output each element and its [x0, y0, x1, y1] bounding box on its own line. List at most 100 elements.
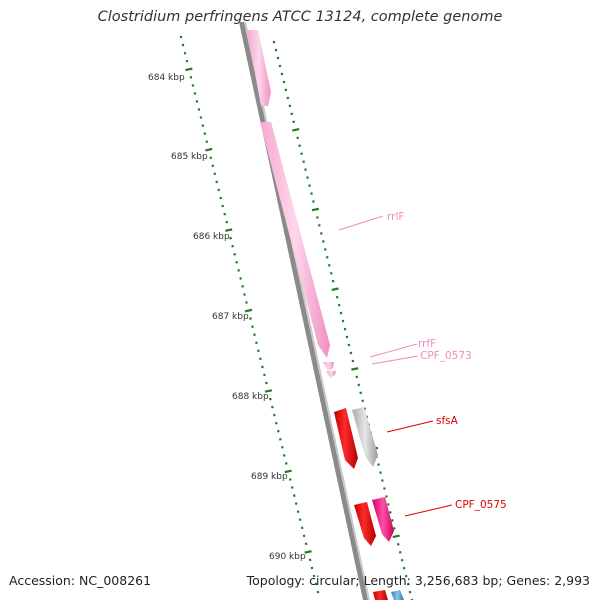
inner-major-tick — [185, 67, 193, 72]
inner-minor-tick — [223, 212, 227, 216]
inner-minor-tick — [257, 349, 260, 353]
leader-rrfF — [369, 343, 418, 358]
outer-minor-tick — [329, 271, 333, 275]
inner-minor-tick — [302, 534, 306, 538]
inner-tick-track — [179, 35, 320, 594]
inner-minor-tick — [185, 59, 189, 63]
inner-minor-tick — [304, 542, 308, 546]
leader-rrlF — [338, 215, 384, 231]
outer-minor-tick — [406, 582, 410, 586]
inner-minor-tick — [300, 526, 304, 530]
gene-CPF_0575 — [372, 497, 394, 542]
outer-minor-tick — [408, 590, 412, 594]
inner-minor-tick — [282, 454, 286, 457]
inner-minor-tick — [290, 486, 294, 489]
outer-minor-tick — [306, 176, 309, 179]
inner-minor-tick — [251, 325, 254, 329]
outer-minor-tick — [337, 303, 341, 307]
tick-label-686: 686 kbp — [193, 232, 230, 242]
inner-minor-tick — [231, 244, 234, 248]
outer-minor-tick — [385, 495, 388, 498]
inner-minor-tick — [195, 100, 199, 103]
outer-minor-tick — [379, 471, 382, 474]
outer-minor-tick — [304, 168, 307, 171]
outer-minor-tick — [359, 391, 363, 395]
leader-CPF_0573 — [371, 355, 419, 365]
outer-minor-tick — [387, 503, 390, 506]
inner-minor-tick — [237, 269, 240, 272]
outer-minor-tick — [335, 295, 339, 299]
outer-minor-tick — [288, 104, 292, 108]
inner-minor-tick — [215, 180, 219, 184]
gene-CPF_0573 — [326, 371, 336, 378]
inner-minor-tick — [284, 462, 288, 465]
outer-minor-tick — [410, 598, 414, 600]
outer-minor-tick — [280, 72, 284, 76]
outer-minor-tick — [361, 399, 365, 403]
outer-minor-tick — [302, 160, 305, 164]
gene-blue-cds — [391, 590, 404, 600]
genome-summary: Topology: circular; Length: 3,256,683 bp… — [246, 573, 590, 588]
outer-minor-tick — [398, 550, 402, 554]
outer-major-tick — [311, 207, 320, 212]
inner-major-tick — [244, 308, 253, 313]
inner-minor-tick — [277, 429, 280, 433]
inner-major-tick — [304, 550, 312, 554]
outer-minor-tick — [357, 383, 361, 387]
inner-minor-tick — [281, 445, 284, 449]
inner-minor-tick — [249, 317, 252, 320]
inner-minor-tick — [279, 437, 282, 441]
outer-minor-tick — [320, 232, 323, 235]
outer-major-tick — [331, 287, 339, 292]
outer-minor-tick — [286, 96, 290, 100]
inner-minor-tick — [271, 405, 274, 409]
backbone-highlight — [244, 22, 370, 600]
outer-minor-tick — [339, 311, 343, 315]
inner-minor-tick — [201, 124, 205, 127]
outer-minor-tick — [310, 192, 313, 195]
inner-minor-tick — [241, 285, 244, 288]
tick-label-685: 685 kbp — [171, 152, 208, 162]
outer-minor-tick — [298, 144, 301, 148]
inner-minor-tick — [229, 236, 232, 240]
inner-minor-tick — [181, 43, 185, 47]
inner-minor-tick — [183, 51, 187, 55]
inner-minor-tick — [193, 92, 197, 95]
inner-minor-tick — [243, 293, 246, 296]
inner-minor-tick — [298, 518, 302, 522]
inner-minor-tick — [221, 204, 225, 208]
gene-sfsA — [352, 407, 378, 467]
outer-minor-tick — [400, 558, 404, 562]
outer-tick-track — [272, 40, 414, 600]
accession-text: Accession: NC_008261 — [9, 573, 152, 588]
inner-minor-tick — [209, 156, 213, 160]
gene-rrlF-segment-1 — [247, 30, 271, 106]
outer-minor-tick — [278, 64, 282, 68]
outer-minor-tick — [318, 224, 321, 227]
inner-minor-tick — [265, 381, 268, 385]
outer-minor-tick — [276, 56, 280, 60]
inner-minor-tick — [197, 108, 201, 111]
inner-minor-tick — [225, 220, 229, 224]
inner-minor-tick — [203, 132, 207, 135]
inner-minor-tick — [308, 558, 312, 562]
outer-minor-tick — [327, 263, 331, 267]
tick-label-687: 687 kbp — [212, 312, 249, 322]
outer-minor-tick — [355, 375, 359, 379]
outer-minor-tick — [391, 519, 394, 522]
outer-minor-tick — [383, 487, 386, 490]
outer-minor-tick — [292, 120, 296, 124]
inner-minor-tick — [312, 574, 316, 578]
inner-minor-tick — [292, 494, 296, 497]
map-title: Clostridium perfringens ATCC 13124, comp… — [97, 9, 503, 25]
outer-minor-tick — [312, 200, 315, 203]
gene-red-cds-1 — [334, 408, 358, 469]
outer-minor-tick — [381, 479, 384, 482]
inner-minor-tick — [239, 277, 242, 280]
gene-red-cds-2 — [354, 502, 376, 546]
inner-minor-tick — [219, 196, 223, 200]
inner-minor-tick — [261, 365, 264, 369]
inner-minor-tick — [179, 35, 183, 39]
inner-minor-tick — [314, 582, 318, 586]
